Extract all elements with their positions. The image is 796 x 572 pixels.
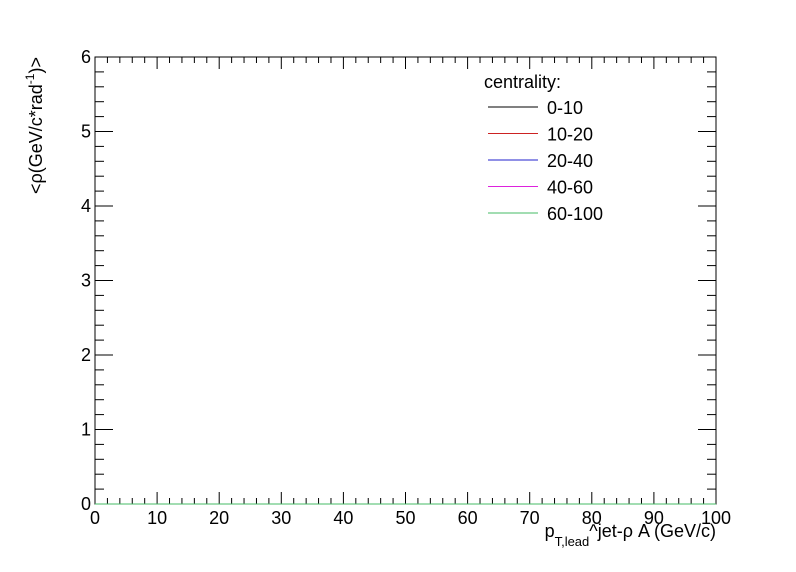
x-tick-label: 0 [90,508,100,528]
y-tick-label: 6 [81,47,91,67]
legend-title: centrality: [484,72,561,92]
y-axis-title: <ρ(GeV/c*rad-1)> [23,57,46,194]
y-tick-label: 3 [81,271,91,291]
y-tick-label: 1 [81,420,91,440]
x-axis-title-main: p [545,521,555,541]
axis-ticks [94,56,717,505]
legend-label: 0-10 [547,98,583,118]
x-tick-label: 70 [520,508,540,528]
y-tick-label: 2 [81,345,91,365]
x-axis-title: pT,lead^jet-ρ A (GeV/c) [545,521,716,549]
legend-entries: 0-10 10-20 20-40 40-60 60-100 [488,98,603,224]
x-axis-title-subscript: T,lead [555,534,590,549]
x-tick-labels: 0 10 20 30 40 50 60 70 80 90 100 [90,508,731,528]
y-axis-title-main: <ρ(GeV/c*rad [26,84,46,194]
x-tick-label: 40 [333,508,353,528]
x-tick-label: 30 [271,508,291,528]
x-tick-label: 10 [147,508,167,528]
x-tick-label: 90 [644,508,664,528]
legend-label: 20-40 [547,151,593,171]
legend: centrality: 0-10 10-20 20-40 40-60 60-100 [484,72,603,224]
y-axis-title-superscript: -1 [23,73,37,84]
x-tick-label: 100 [701,508,731,528]
y-tick-label: 5 [81,122,91,142]
plot-frame [94,56,717,505]
y-tick-labels: 0 1 2 3 4 5 6 [81,47,91,514]
y-tick-label: 4 [81,196,91,216]
legend-label: 60-100 [547,204,603,224]
x-tick-label: 60 [458,508,478,528]
x-tick-label: 50 [395,508,415,528]
x-tick-label: 20 [209,508,229,528]
x-tick-label: 80 [582,508,602,528]
y-tick-label: 0 [81,494,91,514]
legend-label: 40-60 [547,178,593,198]
x-axis-title-rest: ^jet-ρ A (GeV/c) [589,521,716,541]
y-axis-title-end: )> [26,57,46,74]
legend-label: 10-20 [547,125,593,145]
